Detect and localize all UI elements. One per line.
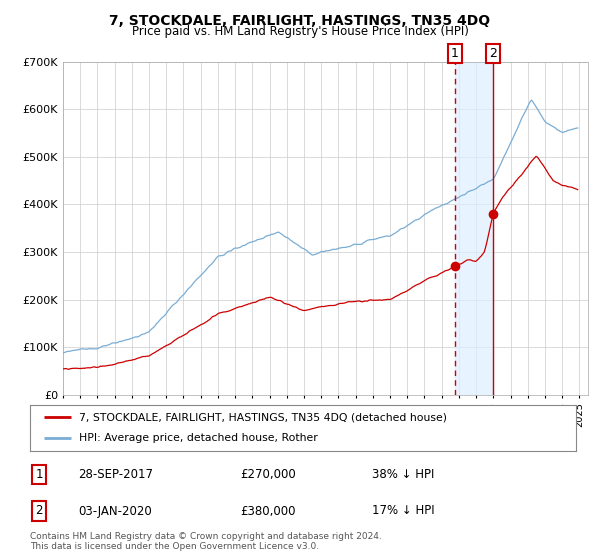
Text: 7, STOCKDALE, FAIRLIGHT, HASTINGS, TN35 4DQ: 7, STOCKDALE, FAIRLIGHT, HASTINGS, TN35 … — [109, 14, 491, 28]
Text: Price paid vs. HM Land Registry's House Price Index (HPI): Price paid vs. HM Land Registry's House … — [131, 25, 469, 38]
Text: 17% ↓ HPI: 17% ↓ HPI — [372, 505, 434, 517]
Text: 03-JAN-2020: 03-JAN-2020 — [78, 505, 152, 517]
Text: Contains HM Land Registry data © Crown copyright and database right 2024.
This d: Contains HM Land Registry data © Crown c… — [30, 532, 382, 552]
Text: 2: 2 — [490, 47, 497, 60]
Text: 1: 1 — [35, 468, 43, 481]
Text: 28-SEP-2017: 28-SEP-2017 — [78, 468, 153, 481]
Text: HPI: Average price, detached house, Rother: HPI: Average price, detached house, Roth… — [79, 433, 318, 444]
Text: 1: 1 — [451, 47, 458, 60]
Text: £270,000: £270,000 — [240, 468, 296, 481]
Text: 2: 2 — [35, 505, 43, 517]
Text: £380,000: £380,000 — [240, 505, 296, 517]
Text: 38% ↓ HPI: 38% ↓ HPI — [372, 468, 434, 481]
Bar — [455, 62, 493, 395]
Text: 7, STOCKDALE, FAIRLIGHT, HASTINGS, TN35 4DQ (detached house): 7, STOCKDALE, FAIRLIGHT, HASTINGS, TN35 … — [79, 412, 447, 422]
